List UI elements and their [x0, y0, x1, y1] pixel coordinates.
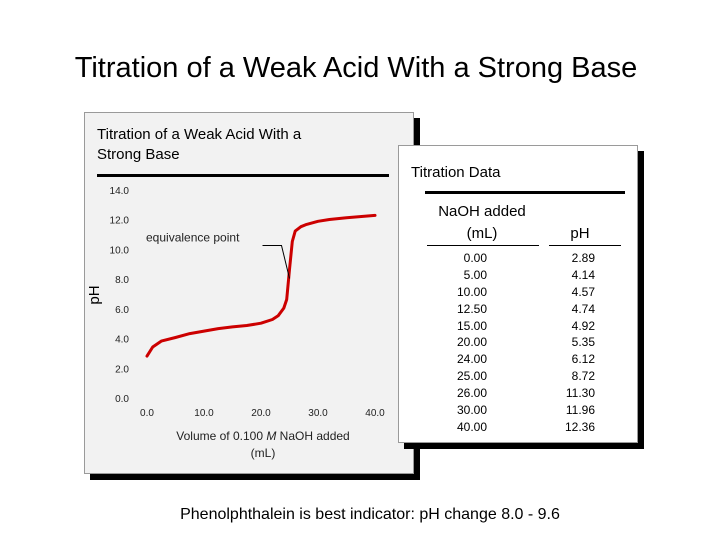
x-tick-label: 20.0: [251, 408, 271, 419]
naoh-volume-cell: 26.00: [456, 386, 487, 401]
graph-title-rule: [97, 174, 389, 177]
y-tick-label: 8.0: [115, 275, 129, 286]
y-tick-label: 12.0: [110, 216, 130, 227]
x-tick-label: 0.0: [140, 408, 154, 419]
ph-value-cell: 11.96: [565, 403, 595, 418]
ph-value-cell: 8.72: [571, 369, 595, 384]
ph-value-cell: 2.89: [571, 251, 595, 265]
x-tick-label: 30.0: [308, 408, 328, 419]
x-tick-label: 40.0: [365, 408, 385, 419]
x-axis-label-unit: (mL): [251, 446, 276, 460]
column-header-naoh: NaOH added (mL): [438, 203, 526, 242]
titration-curve-line: [145, 213, 377, 358]
naoh-volume-cell: 30.00: [456, 403, 487, 418]
naoh-volume-cell: 25.00: [456, 369, 487, 384]
naoh-volume-column: 0.00 5.00 10.00 12.50 15.00 20.00 24.00 25.00 26…: [439, 250, 487, 436]
graph-panel: Titration of a Weak Acid With a Strong B…: [84, 112, 414, 474]
naoh-volume-cell: 12.50: [456, 301, 487, 316]
equivalence-point-annotation: equivalence point: [146, 230, 240, 244]
ph-value-cell: 11.30: [565, 386, 595, 401]
naoh-volume-cell: 10.00: [456, 284, 487, 299]
ph-value-cell: 5.35: [571, 335, 595, 350]
y-tick-label: 14.0: [110, 186, 130, 197]
naoh-volume-cell: 15.00: [456, 318, 487, 333]
indicator-note: Phenolphthalein is best indicator: pH ch…: [180, 506, 560, 523]
naoh-volume-cell: 0.00: [463, 251, 487, 265]
table-title: Titration Data: [411, 164, 501, 181]
slide-title: Titration of a Weak Acid With a Strong B…: [74, 52, 638, 84]
ph-value-cell: 4.14: [571, 267, 595, 282]
ph-value-cell: 12.36: [564, 419, 595, 434]
y-tick-label: 2.0: [115, 364, 129, 375]
naoh-volume-cell: 5.00: [463, 267, 487, 282]
ph-value-column: 2.89 4.14 4.57 4.74 4.92 5.35 6.12 8.72 11.30 11.…: [547, 250, 595, 436]
titration-data-table: Titration Data NaOH added (mL) pH 0.00 5.…: [398, 145, 638, 443]
y-tick-label: 0.0: [115, 394, 129, 405]
table-title-rule: [425, 191, 625, 194]
column-rule-ph: [549, 245, 621, 246]
y-axis-label: pH: [86, 285, 103, 304]
naoh-volume-cell: 24.00: [456, 352, 487, 367]
naoh-volume-cell: 20.00: [456, 335, 487, 350]
equivalence-point-leader: [262, 244, 290, 279]
titration-chart: 0.0 2.0 4.0 6.0 8.0 10.0 12.0 14.0 0.0 10.0 20.0 3…: [86, 186, 385, 460]
ph-value-cell: 4.57: [571, 284, 595, 299]
graph-title: Titration of a Weak Acid With a Strong B…: [97, 126, 302, 163]
naoh-volume-cell: 40.00: [456, 419, 487, 434]
ph-value-cell: 4.92: [571, 318, 595, 333]
y-tick-label: 6.0: [115, 305, 129, 316]
y-tick-label: 4.0: [115, 335, 129, 346]
x-tick-label: 10.0: [194, 408, 214, 419]
ph-value-cell: 4.74: [571, 301, 595, 316]
column-rule-naoh: [427, 245, 539, 246]
column-header-ph: pH: [570, 225, 590, 242]
x-axis-label: Volume of 0.100 M NaOH added: [176, 429, 349, 443]
ph-value-cell: 6.12: [571, 352, 595, 367]
y-tick-label: 10.0: [110, 245, 130, 256]
